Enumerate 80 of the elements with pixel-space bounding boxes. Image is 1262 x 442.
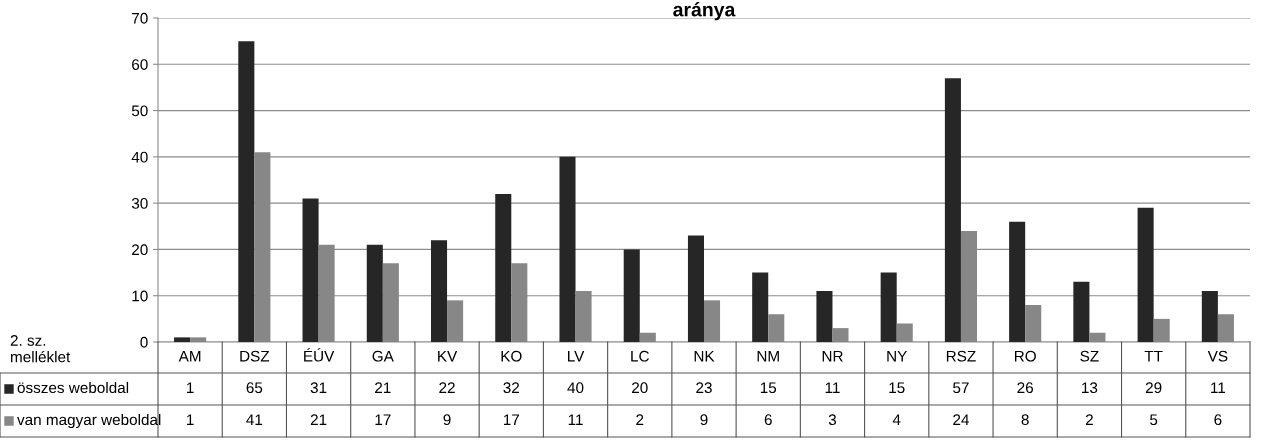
data-label: 26: [1017, 382, 1033, 394]
bar: [752, 272, 769, 342]
data-label: 17: [503, 414, 520, 425]
data-label: 15: [889, 382, 905, 394]
bar: [1073, 281, 1090, 342]
data-label: 9: [443, 414, 451, 426]
bar: [1137, 207, 1154, 342]
data-label: 32: [503, 382, 520, 394]
data-label: 22: [439, 382, 455, 393]
legend-label: összes weboldal: [17, 381, 129, 394]
data-label: 17: [375, 414, 391, 425]
bar: [366, 244, 383, 342]
data-label: 31: [310, 382, 327, 394]
x-tick-label: VS: [1207, 350, 1228, 362]
x-tick-label: GA: [372, 350, 394, 362]
x-tick-label: ÉÚV: [304, 348, 335, 362]
bar: [302, 198, 319, 342]
x-tick-label: SZ: [1080, 350, 1099, 362]
x-tick-label: KV: [438, 350, 458, 362]
data-label: 11: [568, 414, 583, 425]
data-label: 9: [700, 414, 708, 426]
data-label: 21: [310, 414, 327, 425]
y-tick-label: 40: [131, 151, 148, 163]
data-label: 41: [246, 414, 263, 425]
y-tick-label: 70: [132, 12, 148, 24]
data-label: 6: [1214, 414, 1222, 426]
bar: [880, 272, 897, 342]
data-label: 11: [1211, 382, 1226, 393]
data-label: 23: [696, 382, 712, 394]
x-tick-label: NY: [887, 350, 907, 362]
bar: [559, 156, 576, 342]
data-label: 2: [636, 414, 644, 425]
bar: [1009, 221, 1026, 342]
data-label: 20: [632, 382, 648, 394]
bar: [1201, 291, 1218, 342]
x-tick-label: NK: [694, 350, 715, 362]
data-label: 13: [1082, 382, 1098, 394]
data-label: 3: [828, 414, 837, 426]
x-tick-label: LV: [568, 350, 585, 362]
bar: [623, 249, 640, 342]
bar: [944, 78, 961, 342]
x-tick-label: NR: [822, 350, 843, 362]
x-tick-label: LC: [631, 350, 649, 362]
bar: [238, 41, 255, 342]
text: 2. sz. melléklet: [10, 335, 71, 363]
bar: [431, 240, 448, 342]
data-label: 21: [375, 382, 391, 393]
bar: [816, 291, 833, 342]
x-tick-label: TT: [1144, 350, 1163, 362]
x-tick-label: RO: [1014, 350, 1036, 362]
x-tick-label: DSZ: [240, 350, 270, 362]
data-label: 5: [1150, 414, 1158, 426]
data-label: 29: [1145, 382, 1162, 394]
y-tick-label: 30: [131, 198, 148, 209]
y-tick-label: 50: [131, 105, 148, 117]
y-tick-label: 60: [132, 59, 148, 70]
x-tick-label: KO: [501, 350, 522, 362]
data-label: 8: [1021, 414, 1029, 426]
data-label: 2: [1085, 414, 1093, 425]
data-label: 1: [187, 382, 194, 393]
y-tick-label: 10: [132, 290, 148, 302]
data-label: 65: [246, 382, 263, 394]
bar: [174, 337, 191, 342]
data-label: 24: [953, 414, 969, 425]
y-tick-label: 0: [140, 336, 148, 348]
data-label: 40: [567, 382, 584, 394]
bar: [495, 193, 512, 342]
data-label: 6: [764, 414, 772, 426]
x-tick-label: AM: [178, 350, 201, 362]
data-label: 57: [953, 382, 969, 394]
data-label: 11: [825, 382, 840, 393]
legend-label: van magyar weboldal: [17, 413, 161, 429]
data-label: 4: [892, 414, 901, 425]
data-label: 1: [187, 414, 194, 425]
chart-title: aránya: [673, 2, 736, 21]
x-tick-label: RSZ: [946, 350, 976, 362]
y-tick-label: 20: [132, 244, 148, 256]
data-label: 15: [760, 382, 777, 394]
bar: [687, 235, 704, 342]
x-tick-label: NM: [757, 350, 779, 362]
